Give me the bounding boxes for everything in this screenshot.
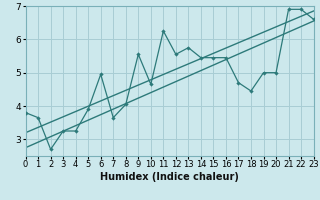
X-axis label: Humidex (Indice chaleur): Humidex (Indice chaleur) [100,172,239,182]
